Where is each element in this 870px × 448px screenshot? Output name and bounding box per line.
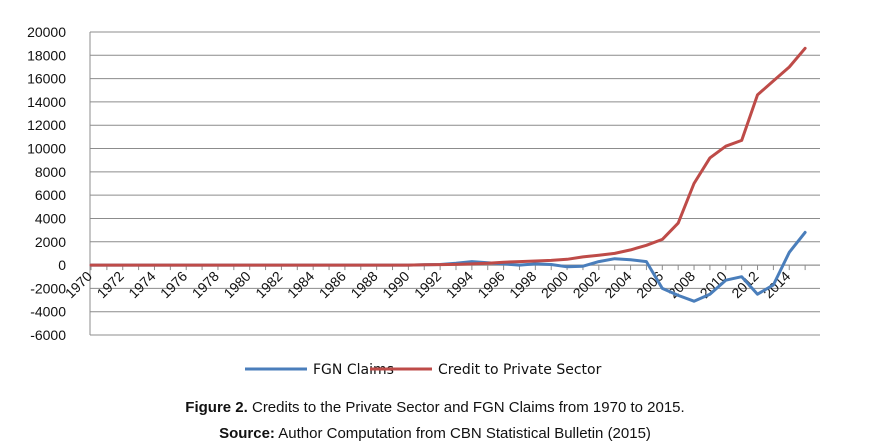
x-tick-label: 1994 [443,268,476,301]
x-tick-label: 2010 [697,268,730,301]
y-tick-label: 0 [58,257,66,273]
x-tick-label: 1988 [347,268,380,301]
source-caption: Source: Author Computation from CBN Stat… [0,425,870,442]
y-tick-label: -6000 [30,327,66,343]
y-tick-label: 10000 [27,141,66,157]
x-tick-label: 1992 [411,268,444,301]
y-tick-label: 20000 [27,24,66,40]
legend-label: Credit to Private Sector [438,362,602,378]
source-text: Author Computation from CBN Statistical … [274,425,651,442]
x-tick-label: 2002 [570,268,603,301]
x-tick-label: 2012 [728,268,761,301]
y-tick-label: -4000 [30,304,66,320]
x-tick-label: 2014 [760,268,793,301]
line-chart: -6000 -4000 -2000 0 2000 4000 6000 8000 10000 120… [27,24,820,378]
y-tick-label: 4000 [35,210,66,226]
x-tick-label: 1998 [506,268,539,301]
x-tick-label: 1976 [157,268,190,301]
y-tick-label: 14000 [27,94,66,110]
gridlines [90,31,820,336]
y-tick-label: 16000 [27,71,66,87]
x-tick-label: 1986 [316,268,349,301]
y-tick-label: 18000 [27,47,66,63]
y-tick-label: -2000 [30,280,66,296]
x-tick-label: 2004 [601,268,634,301]
y-tick-label: 2000 [35,234,66,250]
figure-caption: Figure 2. Credits to the Private Sector … [0,399,870,416]
x-tick-label: 1978 [189,268,222,301]
y-tick-label: 12000 [27,117,66,133]
y-tick-label: 6000 [35,187,66,203]
x-tick-label: 2000 [538,268,571,301]
series-line [89,46,807,267]
x-tick-label: 1996 [474,268,507,301]
legend-label: FGN Claims [313,362,394,378]
y-axis: -6000 -4000 -2000 0 2000 4000 6000 8000 10000 120… [27,24,91,343]
legend: FGN Claims Credit to Private Sector [245,362,602,378]
y-tick-label: 8000 [35,164,66,180]
x-tick-label: 1974 [125,268,158,301]
figure-text: Credits to the Private Sector and FGN Cl… [247,399,685,416]
series-lines [89,46,807,303]
x-tick-label: 1982 [252,268,285,301]
source-label: Source: [219,425,275,442]
x-tick-label: 1984 [284,268,317,301]
x-tick-label: 1972 [94,268,127,301]
x-tick-label: 1980 [220,268,253,301]
figure-label: Figure 2. [185,399,248,416]
x-tick-label: 1990 [379,268,412,301]
